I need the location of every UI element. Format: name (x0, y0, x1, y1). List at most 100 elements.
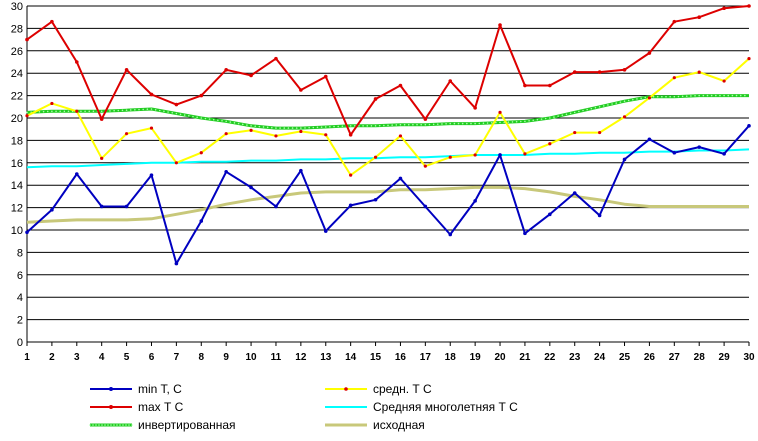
data-point (391, 124, 393, 126)
data-point (50, 101, 54, 106)
legend-entry: исходная (325, 418, 425, 432)
data-point (38, 111, 41, 113)
series-4 (26, 148, 750, 169)
y-tick-label: 18 (11, 135, 23, 147)
data-point (511, 121, 514, 123)
data-point (690, 95, 692, 97)
data-point (548, 212, 552, 217)
data-point (407, 123, 410, 126)
data-point (474, 122, 476, 125)
data-point (154, 108, 157, 111)
data-point (229, 121, 232, 123)
data-point (395, 124, 398, 126)
data-point (299, 168, 303, 173)
data-point (274, 56, 278, 61)
data-point (561, 114, 564, 116)
data-point (540, 118, 543, 120)
data-point (149, 173, 154, 177)
x-tick-label: 30 (743, 352, 755, 363)
data-point (88, 110, 91, 113)
data-point (665, 95, 667, 98)
data-point (499, 121, 501, 124)
series-1 (25, 124, 751, 266)
data-point (217, 119, 219, 122)
data-point (466, 122, 468, 125)
data-point (333, 125, 335, 128)
data-point (548, 83, 552, 88)
data-point (208, 118, 211, 120)
data-point (722, 152, 726, 156)
legend: min T, C средн. Т С max Т С Средняя многоле… (89, 382, 518, 432)
data-point (378, 124, 381, 127)
series-line (26, 185, 749, 224)
y-tick-label: 10 (11, 225, 23, 237)
legend-marker (122, 424, 124, 426)
data-point (598, 130, 602, 135)
x-tick-label: 17 (420, 352, 432, 363)
data-point (652, 95, 655, 98)
data-point (124, 204, 129, 209)
data-point (586, 108, 588, 111)
data-point (199, 93, 204, 98)
x-tick-label: 13 (320, 352, 332, 363)
data-point (199, 219, 204, 223)
data-point (117, 109, 120, 112)
data-point (324, 133, 328, 137)
y-tick-label: 6 (17, 270, 23, 282)
legend-marker (98, 424, 100, 426)
data-point (672, 19, 677, 24)
data-point (241, 123, 244, 126)
data-point (74, 60, 79, 64)
data-point (174, 102, 179, 107)
x-tick-label: 23 (569, 352, 581, 363)
data-point (548, 142, 552, 146)
data-point (681, 95, 684, 98)
x-tick-label: 9 (223, 352, 229, 363)
data-point (275, 127, 277, 129)
data-point (25, 114, 29, 118)
data-point (192, 115, 194, 118)
y-tick-label: 8 (17, 247, 23, 259)
data-point (619, 101, 622, 103)
data-point (370, 125, 373, 127)
data-point (287, 127, 290, 129)
data-point (747, 124, 751, 128)
data-point (249, 185, 253, 190)
data-point (457, 122, 460, 125)
data-point (473, 153, 477, 157)
data-point (698, 94, 701, 97)
data-point (179, 113, 182, 116)
data-point (100, 110, 103, 113)
data-point (358, 125, 360, 127)
data-point (225, 120, 227, 123)
data-point (348, 133, 353, 137)
data-point (498, 23, 502, 27)
data-point (312, 126, 315, 129)
data-point (142, 108, 144, 111)
data-point (50, 208, 54, 212)
data-point (573, 130, 577, 135)
data-point (354, 125, 356, 127)
data-point (424, 123, 427, 126)
x-tick-label: 2 (49, 352, 55, 363)
data-series (25, 4, 751, 266)
data-point (448, 79, 453, 83)
data-point (373, 197, 378, 202)
data-point (337, 125, 340, 128)
data-point (602, 105, 605, 107)
x-tick-label: 4 (99, 352, 105, 363)
legend-marker (92, 424, 94, 426)
data-point (100, 156, 104, 160)
data-point (75, 109, 79, 113)
data-point (146, 108, 149, 111)
x-tick-label: 29 (719, 352, 731, 363)
x-tick-label: 6 (149, 352, 155, 363)
legend-marker (104, 424, 106, 426)
data-point (697, 15, 702, 19)
data-point (597, 213, 602, 218)
data-point (67, 110, 70, 113)
data-point (739, 94, 742, 97)
data-point (134, 108, 136, 111)
data-point (473, 106, 477, 110)
